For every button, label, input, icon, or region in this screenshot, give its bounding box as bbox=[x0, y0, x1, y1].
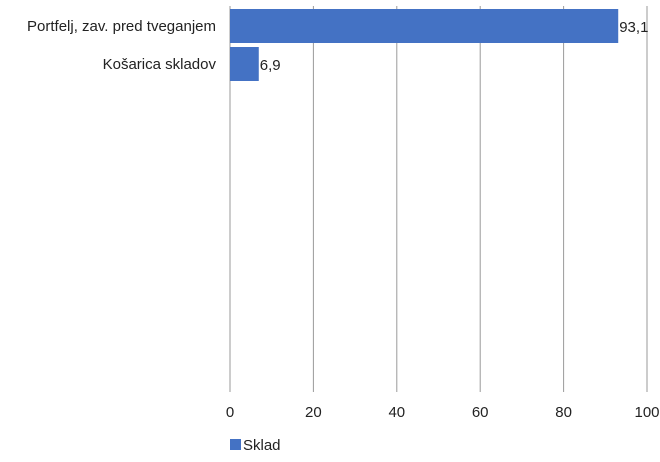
gridlines bbox=[229, 6, 648, 392]
labels: 0 20 40 60 80 100 Portfelj, zav. pred tveganje… bbox=[27, 18, 660, 421]
bar bbox=[230, 9, 619, 43]
bars bbox=[230, 9, 619, 81]
bar bbox=[230, 47, 259, 81]
x-tick-label: 80 bbox=[555, 404, 572, 421]
x-tick-label: 60 bbox=[472, 404, 489, 421]
legend-label: Sklad bbox=[243, 437, 281, 454]
category-label: Košarica skladov bbox=[103, 56, 217, 73]
legend: Sklad bbox=[230, 437, 281, 454]
legend-swatch bbox=[230, 439, 241, 450]
data-label: 6,9 bbox=[260, 57, 281, 74]
x-tick-label: 0 bbox=[226, 404, 234, 421]
data-label: 93,1 bbox=[619, 19, 648, 36]
category-label: Portfelj, zav. pred tveganjem bbox=[27, 18, 216, 35]
x-tick-label: 40 bbox=[388, 404, 405, 421]
x-tick-label: 20 bbox=[305, 404, 322, 421]
x-tick-label: 100 bbox=[634, 404, 659, 421]
